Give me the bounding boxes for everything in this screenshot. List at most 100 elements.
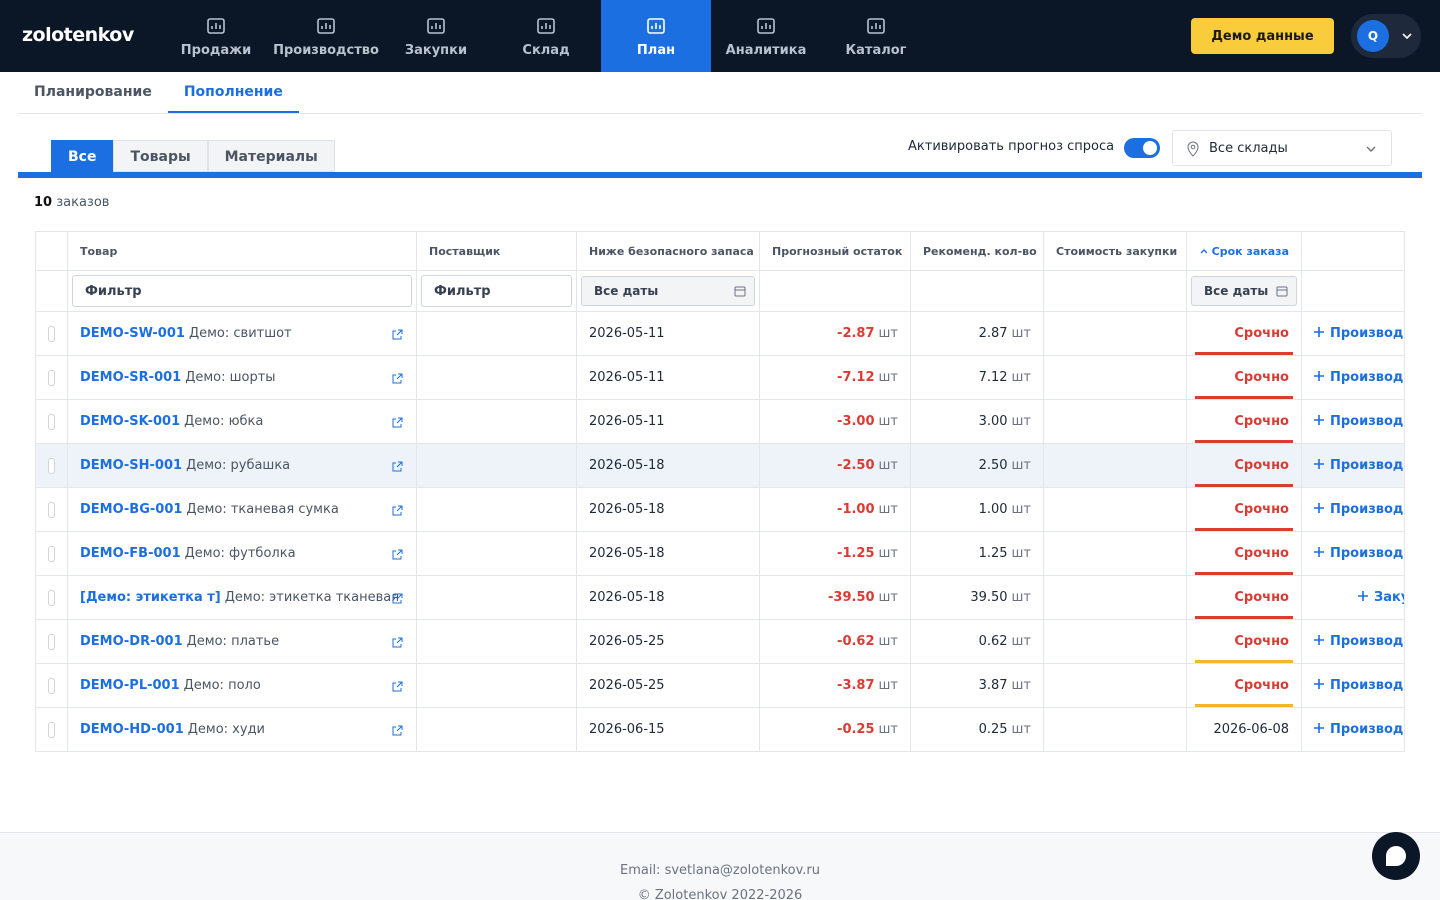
checkbox[interactable] <box>48 501 55 518</box>
external-link-icon[interactable] <box>392 417 403 428</box>
sku-link[interactable]: DEMO-SR-001 <box>80 370 182 385</box>
cell: -3.00 шт <box>760 400 911 443</box>
sku-link[interactable]: DEMO-SH-001 <box>80 458 183 473</box>
toggle[interactable] <box>1124 138 1160 158</box>
external-link-icon[interactable] <box>392 725 403 736</box>
urgency-bar <box>1195 704 1293 707</box>
cell <box>36 271 68 311</box>
action-label: Производство <box>1330 634 1404 649</box>
logo[interactable]: zolotenkov <box>22 24 134 46</box>
action-label: Производство <box>1330 502 1404 517</box>
checkbox[interactable] <box>48 545 55 562</box>
action-button[interactable]: Производство <box>1314 414 1404 429</box>
action-button[interactable]: Производство <box>1314 634 1404 649</box>
subtab[interactable]: Пополнение <box>167 73 299 113</box>
external-link-icon[interactable] <box>392 637 403 648</box>
filter-placeholder: Все даты <box>1204 284 1269 298</box>
external-link-icon[interactable] <box>392 593 403 604</box>
filter-input[interactable]: Все даты <box>1191 276 1297 306</box>
nav-item[interactable]: Продажи <box>161 0 271 72</box>
deadline: Срочно <box>1234 502 1289 517</box>
column-header[interactable]: Поставщик <box>429 244 501 258</box>
forecast: -1.25 <box>837 546 875 561</box>
sku-link[interactable]: DEMO-SK-001 <box>80 414 181 429</box>
nav-label: Аналитика <box>725 42 807 58</box>
account[interactable]: Q <box>1351 14 1421 58</box>
filter-input[interactable]: Фильтр <box>72 275 412 307</box>
demo-button[interactable]: Демо данные <box>1191 18 1334 54</box>
recommended: 39.50 <box>970 590 1008 605</box>
action-button[interactable]: Закупить <box>1358 590 1404 605</box>
filter-input[interactable]: Все даты <box>581 276 755 306</box>
nav-item[interactable]: Аналитика <box>711 0 821 72</box>
warehouse-select[interactable]: Все склады <box>1172 130 1392 166</box>
action-button[interactable]: Производство <box>1314 722 1404 737</box>
external-link-icon[interactable] <box>392 373 403 384</box>
column-header[interactable]: Прогнозный остаток <box>772 244 903 258</box>
recommended: 1.00 <box>978 502 1008 517</box>
segment[interactable]: Все <box>51 140 114 172</box>
checkbox[interactable] <box>48 457 55 474</box>
checkbox[interactable] <box>48 325 55 342</box>
segment[interactable]: Товары <box>113 140 208 172</box>
deadline: Срочно <box>1234 326 1289 341</box>
nav-icon <box>317 17 335 34</box>
nav-item[interactable]: Каталог <box>821 0 931 72</box>
column-header[interactable]: Стоимость закупки <box>1056 244 1178 258</box>
cell: Срочно <box>1187 444 1302 487</box>
action-button[interactable]: Производство <box>1314 502 1404 517</box>
product-name: Демо: тканевая сумка <box>186 502 339 517</box>
cell: -2.87 шт <box>760 312 911 355</box>
action-button[interactable]: Производство <box>1314 370 1404 385</box>
cell: Производство <box>1302 532 1404 575</box>
column-header[interactable]: Рекоменд. кол-во <box>923 244 1037 258</box>
deadline: Срочно <box>1234 678 1289 693</box>
nav-icon <box>537 17 555 34</box>
action-button[interactable]: Производство <box>1314 546 1404 561</box>
checkbox[interactable] <box>48 721 55 738</box>
chat-button[interactable] <box>1372 832 1420 880</box>
table-row: [Демо: этикетка т] Демо: этикетка тканева… <box>36 576 1404 620</box>
segment[interactable]: Материалы <box>207 140 335 172</box>
external-link-icon[interactable] <box>392 681 403 692</box>
sku-link[interactable]: [Демо: этикетка т] <box>80 590 221 605</box>
sku-link[interactable]: DEMO-HD-001 <box>80 722 184 737</box>
unit: шт <box>878 590 898 605</box>
unit: шт <box>1011 546 1031 561</box>
nav-item[interactable]: План <box>601 0 711 72</box>
external-link-icon[interactable] <box>392 505 403 516</box>
column-header[interactable]: Товар <box>80 244 118 258</box>
sku-link[interactable]: DEMO-FB-001 <box>80 546 181 561</box>
sku-link[interactable]: DEMO-BG-001 <box>80 502 183 517</box>
external-link-icon[interactable] <box>392 461 403 472</box>
cell: Срочно <box>1187 400 1302 443</box>
column-header[interactable]: Ниже безопасного запаса <box>589 244 754 258</box>
subtab[interactable]: Планирование <box>34 84 152 100</box>
product-name: Демо: этикетка тканевая <box>224 590 400 605</box>
cell: Фильтр <box>417 271 577 311</box>
checkbox[interactable] <box>48 589 55 606</box>
filter-input[interactable]: Фильтр <box>421 275 572 307</box>
external-link-icon[interactable] <box>392 549 403 560</box>
cell <box>36 532 68 575</box>
nav-item[interactable]: Закупки <box>381 0 491 72</box>
nav-item[interactable]: Производство <box>271 0 381 72</box>
filter-placeholder: Фильтр <box>434 283 491 299</box>
sku-link[interactable]: DEMO-SW-001 <box>80 326 185 341</box>
checkbox[interactable] <box>48 677 55 694</box>
action-button[interactable]: Производство <box>1314 458 1404 473</box>
nav-item[interactable]: Склад <box>491 0 601 72</box>
checkbox[interactable] <box>48 369 55 386</box>
checkbox[interactable] <box>48 633 55 650</box>
action-button[interactable]: Производство <box>1314 678 1404 693</box>
footer: Email: svetlana@zolotenkov.ru © Zolotenk… <box>0 832 1440 900</box>
cell: 2026-06-15 <box>577 708 760 751</box>
checkbox[interactable] <box>48 413 55 430</box>
action-button[interactable]: Производство <box>1314 326 1404 341</box>
external-link-icon[interactable] <box>392 329 403 340</box>
calendar-icon <box>1276 286 1288 297</box>
column-header[interactable]: Срок заказа <box>1211 244 1289 258</box>
cell: Все даты <box>577 271 760 311</box>
sku-link[interactable]: DEMO-DR-001 <box>80 634 183 649</box>
sku-link[interactable]: DEMO-PL-001 <box>80 678 180 693</box>
